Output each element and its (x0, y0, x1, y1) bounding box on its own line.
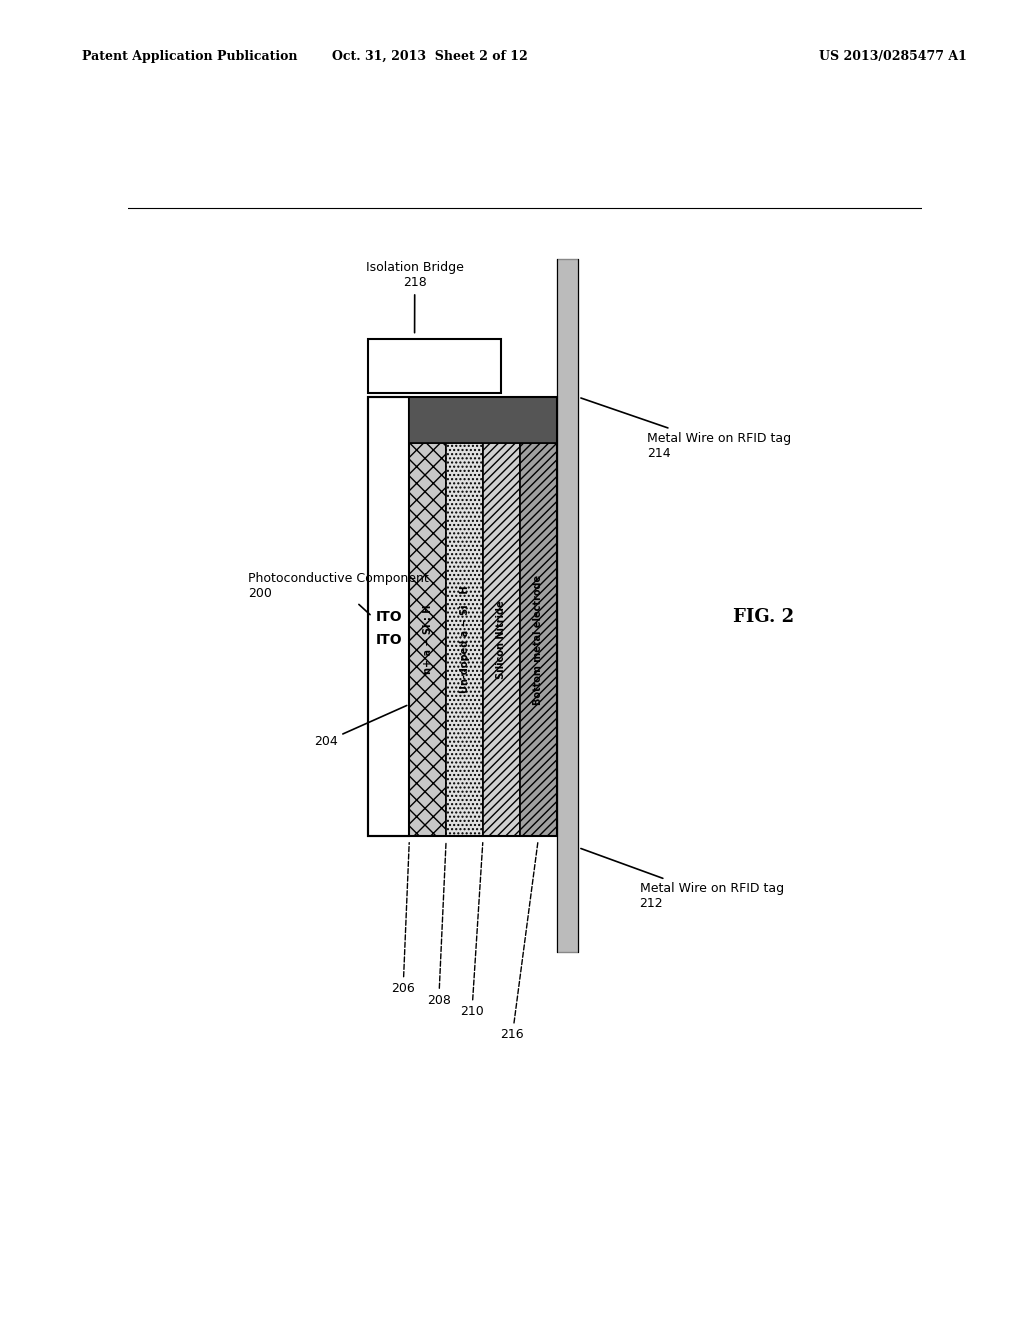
Bar (446, 444, 483, 836)
Bar (369, 339, 501, 393)
Bar (557, 259, 579, 952)
Text: FIG. 2: FIG. 2 (733, 607, 794, 626)
Text: Silicon Nitride: Silicon Nitride (497, 601, 506, 678)
Bar (520, 444, 557, 836)
Bar (369, 397, 557, 836)
Text: ITO: ITO (376, 632, 402, 647)
Text: n+ a − Si : H: n+ a − Si : H (423, 605, 433, 675)
Text: 206: 206 (391, 842, 415, 995)
Text: 210: 210 (460, 842, 483, 1019)
Bar (483, 444, 520, 836)
Text: Patent Application Publication: Patent Application Publication (82, 50, 297, 63)
Text: Oct. 31, 2013  Sheet 2 of 12: Oct. 31, 2013 Sheet 2 of 12 (332, 50, 528, 63)
Bar (410, 444, 446, 836)
Text: Isolation Bridge
218: Isolation Bridge 218 (366, 261, 464, 333)
Text: Photoconductive Component
200: Photoconductive Component 200 (248, 572, 429, 615)
Text: Metal Wire on RFID tag
214: Metal Wire on RFID tag 214 (581, 399, 792, 459)
Text: Un-doped a − Si : H: Un-doped a − Si : H (460, 586, 470, 693)
Bar (410, 397, 557, 444)
Text: 216: 216 (501, 842, 538, 1041)
Text: 208: 208 (427, 842, 451, 1007)
Text: Metal Wire on RFID tag
212: Metal Wire on RFID tag 212 (581, 849, 783, 909)
Text: Bottom metal electrode: Bottom metal electrode (534, 574, 543, 705)
Text: US 2013/0285477 A1: US 2013/0285477 A1 (819, 50, 967, 63)
Text: 204: 204 (313, 705, 407, 748)
Text: ITO: ITO (376, 610, 402, 623)
Bar (369, 397, 410, 836)
